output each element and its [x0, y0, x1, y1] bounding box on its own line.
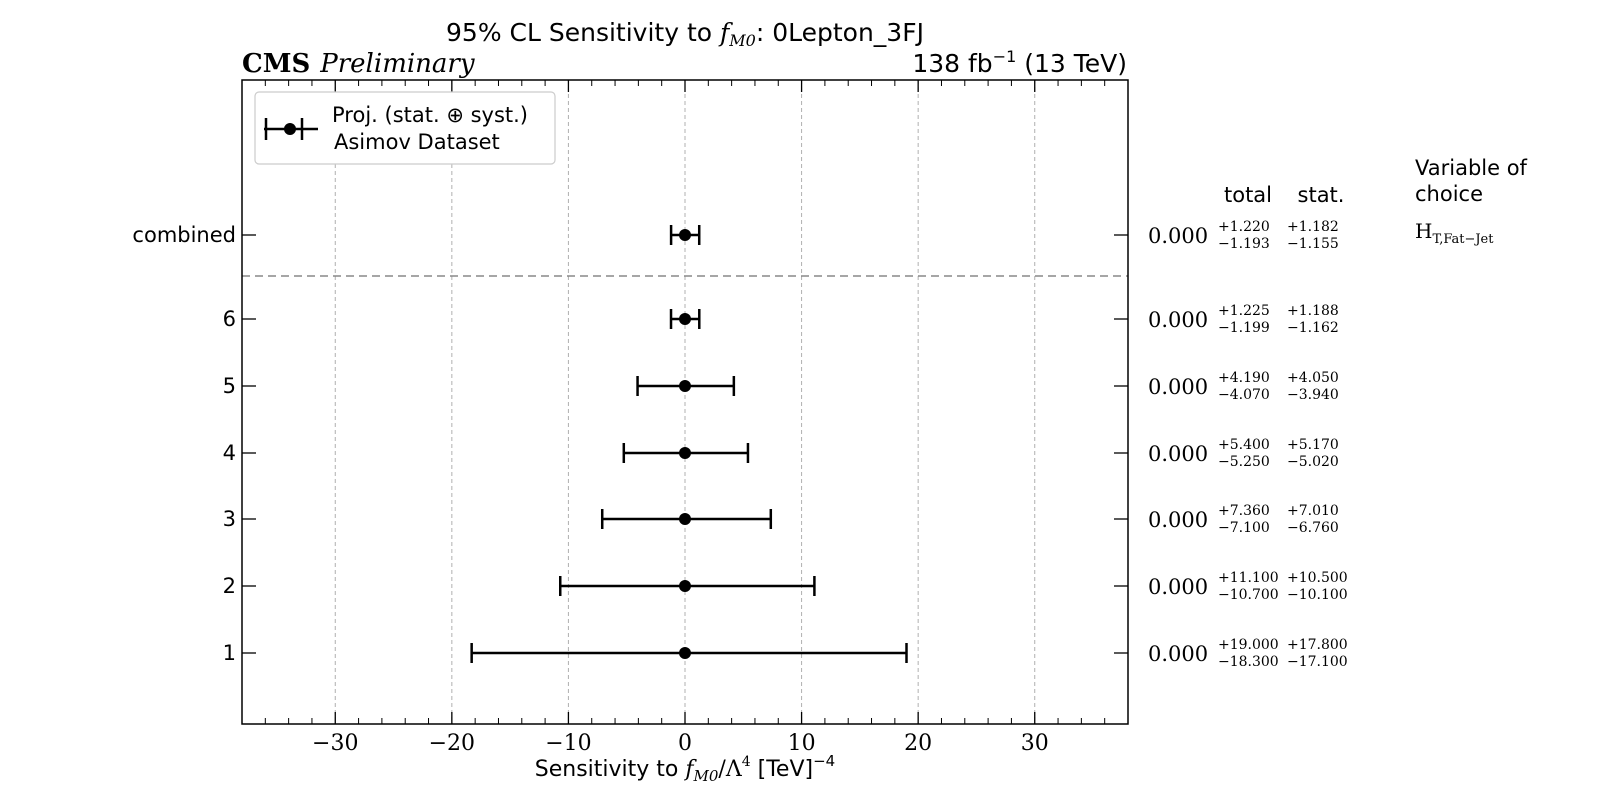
total-down-value: −10.700	[1218, 587, 1279, 603]
stat-up-value: +7.010	[1287, 503, 1339, 519]
y-tick-labels: combined 6 5 4 3 2 1	[132, 223, 236, 665]
total-up-value: +1.220	[1218, 219, 1270, 235]
axis-ticks	[241, 80, 1129, 724]
total-up-value: +1.225	[1218, 303, 1270, 319]
errorbar-point	[636, 376, 736, 396]
y-tick-label: 6	[223, 307, 236, 331]
total-down-value: −1.193	[1218, 236, 1270, 252]
stat-up-value: +1.188	[1287, 303, 1339, 319]
x-tick-label: −30	[312, 731, 358, 756]
central-marker	[679, 313, 691, 325]
x-tick-label: −10	[545, 731, 591, 756]
errorbar-point	[669, 225, 701, 245]
stat-down-value: −17.100	[1287, 654, 1348, 670]
central-marker	[679, 647, 691, 659]
total-down-value: −18.300	[1218, 654, 1279, 670]
legend-line2: Asimov Dataset	[334, 130, 500, 154]
total-up-value: +7.360	[1218, 503, 1270, 519]
stat-down-value: −3.940	[1287, 387, 1339, 403]
stat-up-value: +5.170	[1287, 437, 1339, 453]
y-tick-label: 2	[223, 574, 236, 598]
stat-down-value: −6.760	[1287, 520, 1339, 536]
total-up-value: +4.190	[1218, 370, 1270, 386]
central-marker	[679, 229, 691, 241]
x-tick-label: 30	[1021, 731, 1049, 756]
value-columns: 0.000 +1.220−1.193 +1.182−1.155 HT,Fat−Jet 0…	[1148, 219, 1494, 670]
total-down-value: −1.199	[1218, 320, 1270, 336]
y-tick-label: 3	[223, 507, 236, 531]
legend: Proj. (stat. ⊕ syst.) Asimov Dataset	[254, 91, 556, 165]
central-value: 0.000	[1148, 375, 1208, 399]
errorbar-point	[622, 443, 750, 463]
stat-down-value: −5.020	[1287, 454, 1339, 470]
errorbar-point	[669, 309, 701, 329]
stat-down-value: −10.100	[1287, 587, 1348, 603]
column-header-variable-line2: choice	[1415, 182, 1483, 206]
y-tick-label: 1	[223, 641, 236, 665]
data-points	[470, 225, 908, 663]
x-tick-label: −20	[429, 731, 475, 756]
total-up-value: +19.000	[1218, 637, 1279, 653]
cms-label: CMS Preliminary	[242, 49, 475, 79]
y-tick-label: 5	[223, 374, 236, 398]
x-axis-label: Sensitivity to fM0/Λ4 [TeV]−4	[535, 752, 835, 785]
stat-up-value: +17.800	[1287, 637, 1348, 653]
plot-frame	[241, 79, 1129, 725]
total-down-value: −7.100	[1218, 520, 1270, 536]
central-value: 0.000	[1148, 508, 1208, 532]
stat-up-value: +10.500	[1287, 570, 1348, 586]
central-value: 0.000	[1148, 224, 1208, 248]
x-tick-label: 0	[678, 731, 692, 756]
stat-up-value: +1.182	[1287, 219, 1339, 235]
x-tick-label: 20	[904, 731, 932, 756]
central-value: 0.000	[1148, 575, 1208, 599]
stat-down-value: −1.155	[1287, 236, 1339, 252]
lumi-label: 138 fb−1 (13 TeV)	[912, 47, 1127, 78]
central-value: 0.000	[1148, 442, 1208, 466]
legend-line1: Proj. (stat. ⊕ syst.)	[332, 103, 528, 127]
x-tick-label: 10	[788, 731, 816, 756]
chart-title: 95% CL Sensitivity to fM0: 0Lepton_3FJ	[446, 18, 924, 50]
total-up-value: +5.400	[1218, 437, 1270, 453]
errorbar-point	[470, 643, 908, 663]
x-tick-labels: −30 −20 −10 0 10 20 30	[312, 731, 1049, 756]
stat-up-value: +4.050	[1287, 370, 1339, 386]
legend-marker	[264, 118, 318, 140]
legend-box	[254, 91, 556, 165]
central-value: 0.000	[1148, 642, 1208, 666]
central-value: 0.000	[1148, 308, 1208, 332]
errorbar-point	[600, 509, 773, 529]
central-marker	[679, 447, 691, 459]
total-up-value: +11.100	[1218, 570, 1279, 586]
central-marker	[679, 580, 691, 592]
central-marker	[679, 380, 691, 392]
errorbar-point	[559, 576, 816, 596]
y-tick-label: combined	[132, 223, 236, 247]
variable-value: HT,Fat−Jet	[1415, 219, 1494, 247]
stat-down-value: −1.162	[1287, 320, 1339, 336]
total-down-value: −4.070	[1218, 387, 1270, 403]
central-marker	[679, 513, 691, 525]
total-down-value: −5.250	[1218, 454, 1270, 470]
grid-lines	[334, 80, 1036, 724]
column-header-stat: stat.	[1298, 183, 1345, 207]
y-tick-label: 4	[223, 441, 236, 465]
column-header-total: total	[1224, 183, 1272, 207]
column-header-variable: Variable of	[1415, 156, 1528, 180]
